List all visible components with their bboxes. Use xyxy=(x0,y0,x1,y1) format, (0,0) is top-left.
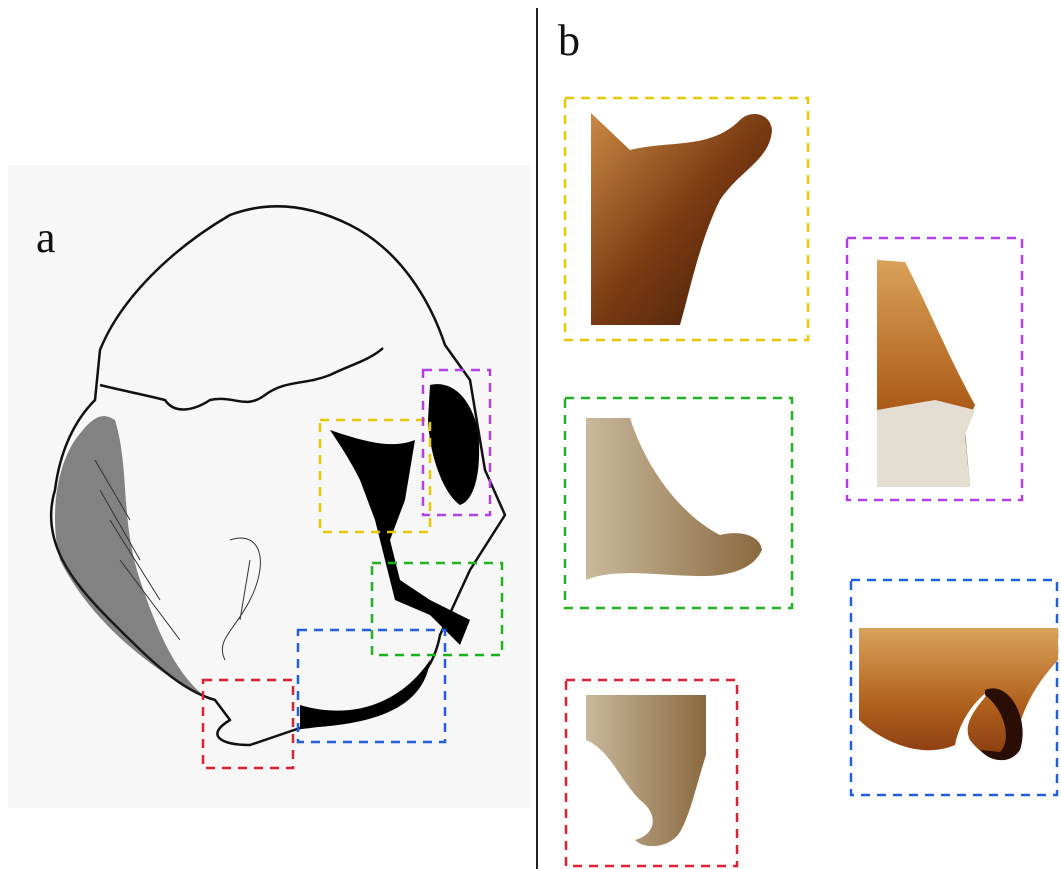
panel-label: b xyxy=(558,16,580,65)
page: {"panels": [{"label": "a"}, {"label": "b… xyxy=(0,0,1061,869)
detail-photo-yellow xyxy=(591,113,772,325)
detail-photo-red xyxy=(586,695,706,846)
detail-photo-blue xyxy=(859,628,1058,757)
panel-a: a xyxy=(8,165,530,808)
panel-b: b xyxy=(558,16,1058,866)
panel-label: a xyxy=(36,213,56,262)
figure: a b xyxy=(0,0,1061,869)
detail-photo-green xyxy=(586,418,762,580)
membrane xyxy=(877,400,975,487)
